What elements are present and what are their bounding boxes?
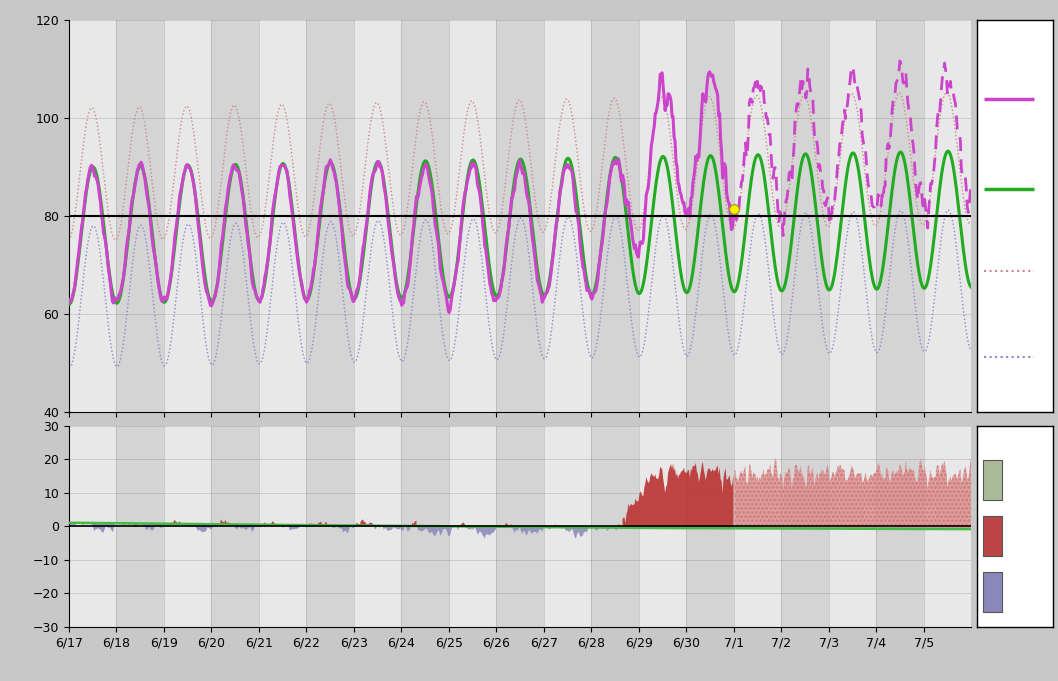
Bar	[876, 20, 924, 412]
Bar	[734, 426, 781, 627]
Bar	[639, 20, 687, 412]
Bar	[306, 20, 353, 412]
Bar	[116, 426, 164, 627]
Bar	[449, 20, 496, 412]
Bar	[687, 426, 734, 627]
Bar	[924, 20, 971, 412]
Bar	[306, 426, 353, 627]
Bar	[401, 20, 449, 412]
Bar	[983, 460, 1002, 500]
Bar	[591, 426, 639, 627]
Bar	[212, 20, 259, 412]
Bar	[116, 20, 164, 412]
Bar	[496, 20, 544, 412]
Bar	[983, 572, 1002, 612]
Bar	[983, 516, 1002, 556]
Bar	[69, 426, 116, 627]
Bar	[353, 20, 401, 412]
Bar	[828, 426, 876, 627]
Bar	[164, 20, 212, 412]
Bar	[639, 426, 687, 627]
Bar	[259, 20, 306, 412]
Bar	[687, 20, 734, 412]
Bar	[781, 426, 828, 627]
Bar	[212, 426, 259, 627]
Bar	[69, 20, 116, 412]
Bar	[544, 426, 591, 627]
Bar	[876, 426, 924, 627]
Bar	[924, 426, 971, 627]
Bar	[734, 20, 781, 412]
Bar	[591, 20, 639, 412]
Bar	[401, 426, 449, 627]
Bar	[353, 426, 401, 627]
Bar	[496, 426, 544, 627]
Bar	[544, 20, 591, 412]
Bar	[449, 426, 496, 627]
Bar	[164, 426, 212, 627]
Bar	[259, 426, 306, 627]
Bar	[828, 20, 876, 412]
Bar	[781, 20, 828, 412]
